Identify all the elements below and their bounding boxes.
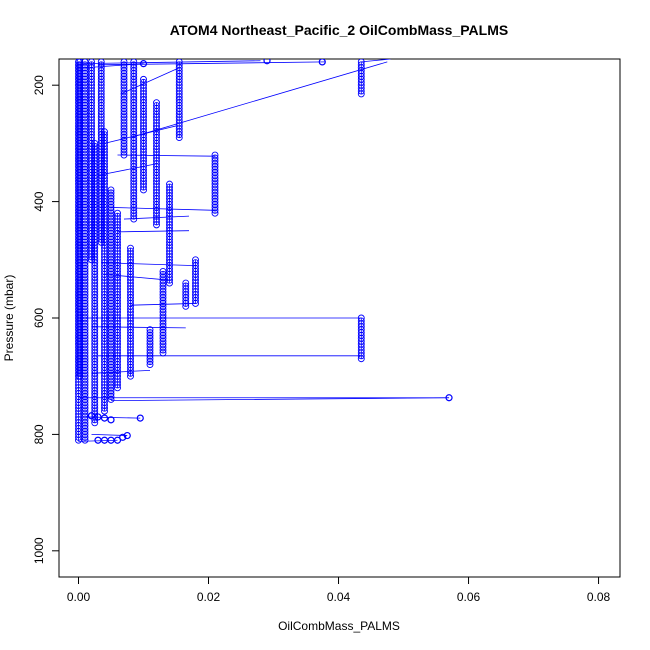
y-tick-label: 600 xyxy=(32,308,46,328)
x-tick-label: 0.00 xyxy=(67,590,91,604)
data-point xyxy=(318,59,326,66)
data-point xyxy=(146,358,154,366)
data-point xyxy=(81,433,89,441)
data-point xyxy=(100,414,109,422)
data-point xyxy=(76,372,84,380)
data-point xyxy=(107,416,115,424)
data-point xyxy=(127,369,134,377)
y-axis: 200 400 600 800 1000 xyxy=(32,75,60,564)
data-point xyxy=(211,209,219,217)
data-point xyxy=(114,381,121,389)
chart-title: ATOM4 Northeast_Pacific_2 OilCombMass_PA… xyxy=(170,22,508,38)
data-point xyxy=(175,131,183,139)
data-point xyxy=(94,436,102,444)
data-point xyxy=(153,221,160,229)
x-tick-label: 0.06 xyxy=(457,590,481,604)
data-point xyxy=(192,299,199,307)
data-point xyxy=(76,369,84,377)
data-point xyxy=(357,355,365,363)
series-connector-line xyxy=(120,67,180,95)
data-point xyxy=(159,346,167,354)
data-point xyxy=(91,419,99,427)
data-point xyxy=(146,361,154,369)
data-point xyxy=(120,151,128,159)
series-connector-line xyxy=(111,397,450,402)
data-point xyxy=(107,396,115,403)
data-point xyxy=(127,372,134,380)
data-point xyxy=(136,414,144,422)
data-point xyxy=(175,134,183,142)
x-tick-label: 0.02 xyxy=(197,590,221,604)
data-point xyxy=(445,394,453,402)
series-connector-line xyxy=(117,230,190,233)
data-point xyxy=(81,436,89,444)
series-oilcombmass xyxy=(75,59,453,444)
data-point xyxy=(101,404,108,412)
data-point xyxy=(123,431,131,440)
data-point xyxy=(140,186,147,194)
data-point xyxy=(357,90,365,98)
data-point xyxy=(182,299,190,307)
x-axis-label: OilCombMass_PALMS xyxy=(278,619,400,633)
data-point xyxy=(192,297,199,304)
series-connector-line xyxy=(361,59,391,63)
y-axis-label: Pressure (mbar) xyxy=(2,275,16,362)
data-point xyxy=(94,413,102,421)
y-tick-label: 1000 xyxy=(32,537,46,564)
data-point xyxy=(87,412,96,420)
data-point xyxy=(357,352,365,360)
x-tick-label: 0.08 xyxy=(587,590,611,604)
data-point xyxy=(182,302,190,310)
y-tick-label: 200 xyxy=(32,75,46,95)
series-connector-line xyxy=(78,439,118,442)
data-point xyxy=(139,60,148,68)
data-point xyxy=(153,218,160,226)
y-tick-label: 400 xyxy=(32,191,46,211)
series-connector-line xyxy=(110,207,216,211)
data-point xyxy=(357,87,365,95)
data-point xyxy=(211,206,219,214)
series-connector-line xyxy=(91,434,128,436)
data-point xyxy=(114,384,121,392)
data-point xyxy=(75,436,82,444)
data-point xyxy=(119,433,127,441)
x-axis: 0.00 0.02 0.04 0.06 0.08 xyxy=(67,576,611,604)
series-connector-line xyxy=(81,60,261,65)
data-point xyxy=(159,349,167,357)
data-point xyxy=(130,212,138,220)
x-tick-label: 0.04 xyxy=(327,590,351,604)
y-tick-label: 800 xyxy=(32,424,46,444)
data-point xyxy=(130,215,138,223)
data-point xyxy=(75,433,82,441)
data-point xyxy=(263,59,271,65)
data-point xyxy=(120,148,128,156)
data-point xyxy=(140,183,147,191)
data-point xyxy=(101,407,108,415)
data-point xyxy=(107,393,115,401)
data-point xyxy=(166,279,173,287)
series-connector-line xyxy=(130,61,388,138)
data-point xyxy=(166,276,173,284)
